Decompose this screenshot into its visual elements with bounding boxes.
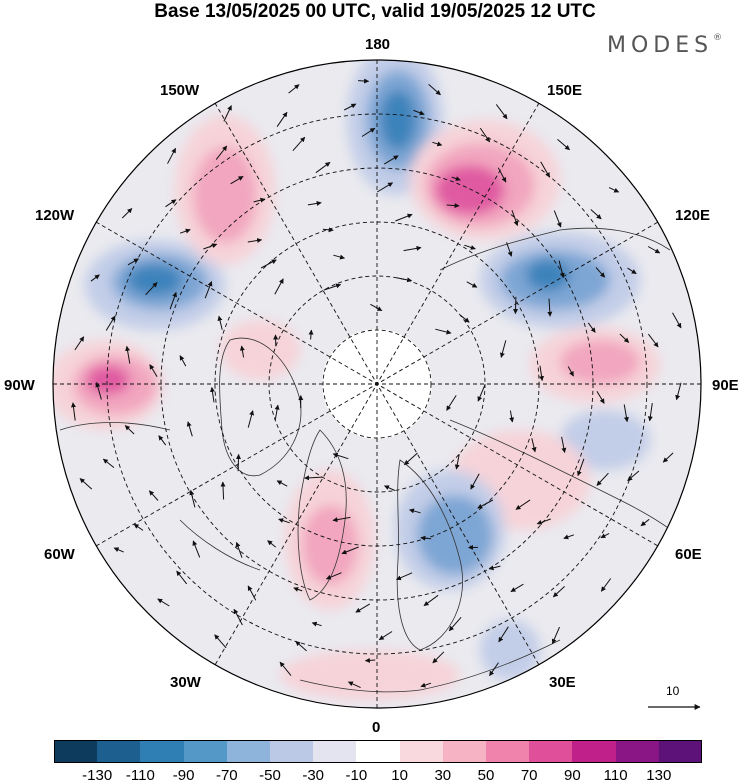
colorbar-tick-label: 90 <box>564 767 581 784</box>
colorbar-tick-label: -70 <box>216 767 238 784</box>
colorbar-tick-label: 30 <box>434 767 451 784</box>
label-30w: 30W <box>170 675 201 691</box>
colorbar-tick-label: -110 <box>126 767 155 784</box>
colorbar-cell <box>443 740 486 763</box>
colorbar-cell <box>486 740 529 763</box>
anomaly-blob <box>127 264 183 296</box>
colorbar-tick-label: 110 <box>604 767 628 784</box>
label-120w: 120W <box>35 208 74 224</box>
colorbar-tick-label: 50 <box>478 767 495 784</box>
anomaly-blob <box>417 495 493 575</box>
wind-arrow <box>358 81 369 82</box>
colorbar-tick-label: -10 <box>346 767 368 784</box>
colorbar-cell <box>529 740 572 763</box>
colorbar-cell <box>659 740 702 763</box>
label-180: 180 <box>365 37 390 53</box>
colorbar-tick-label: -90 <box>173 767 195 784</box>
colorbar-tick-label: 10 <box>391 767 408 784</box>
anomaly-blob <box>380 90 416 150</box>
label-90w: 90W <box>4 378 35 394</box>
anomaly-blob <box>193 147 257 243</box>
colorbar-cell <box>270 740 313 763</box>
colorbar-cell <box>400 740 443 763</box>
label-120e: 120E <box>675 208 710 224</box>
anomaly-blob <box>435 165 505 215</box>
anomaly-blob <box>560 340 640 384</box>
wind-arrow <box>365 660 375 661</box>
anomaly-blob <box>280 650 460 700</box>
colorbar-cell <box>227 740 270 763</box>
colorbar-tick-label: 70 <box>521 767 538 784</box>
colorbar-cell <box>184 740 227 763</box>
colorbar-cell <box>140 740 183 763</box>
anomaly-field <box>47 45 701 708</box>
anomaly-blob <box>302 505 358 585</box>
label-90e: 90E <box>712 378 739 394</box>
colorbar-cell <box>616 740 659 763</box>
colorbar-cell <box>97 740 140 763</box>
anomaly-blob <box>86 365 130 395</box>
wind-arrow <box>238 454 239 471</box>
colorbar-cell <box>572 740 615 763</box>
label-30e: 30E <box>549 675 576 691</box>
colorbar-tick-label: 130 <box>646 767 671 784</box>
colorbar-tick-label: -130 <box>82 767 112 784</box>
wind-arrow <box>515 297 516 314</box>
colorbar-cell <box>54 740 97 763</box>
vector-scale-label: 10 <box>666 684 679 698</box>
label-150e: 150E <box>547 83 582 99</box>
colorbar <box>54 740 702 763</box>
label-150w: 150W <box>160 83 199 99</box>
colorbar-tick-label: -50 <box>259 767 281 784</box>
label-60e: 60E <box>675 547 702 563</box>
anomaly-blob <box>220 320 300 380</box>
colorbar-tick-label: -30 <box>302 767 324 784</box>
colorbar-cell <box>313 740 356 763</box>
label-60w: 60W <box>44 547 75 563</box>
colorbar-cell <box>356 740 399 763</box>
label-0: 0 <box>372 720 380 736</box>
